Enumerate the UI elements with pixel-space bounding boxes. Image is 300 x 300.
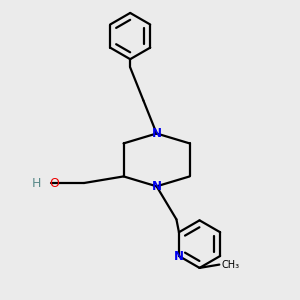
Text: CH₃: CH₃ bbox=[221, 260, 239, 270]
Text: O: O bbox=[49, 176, 59, 190]
Text: N: N bbox=[174, 250, 184, 262]
Text: N: N bbox=[152, 127, 162, 140]
Text: H: H bbox=[32, 176, 41, 190]
Text: N: N bbox=[152, 180, 162, 193]
